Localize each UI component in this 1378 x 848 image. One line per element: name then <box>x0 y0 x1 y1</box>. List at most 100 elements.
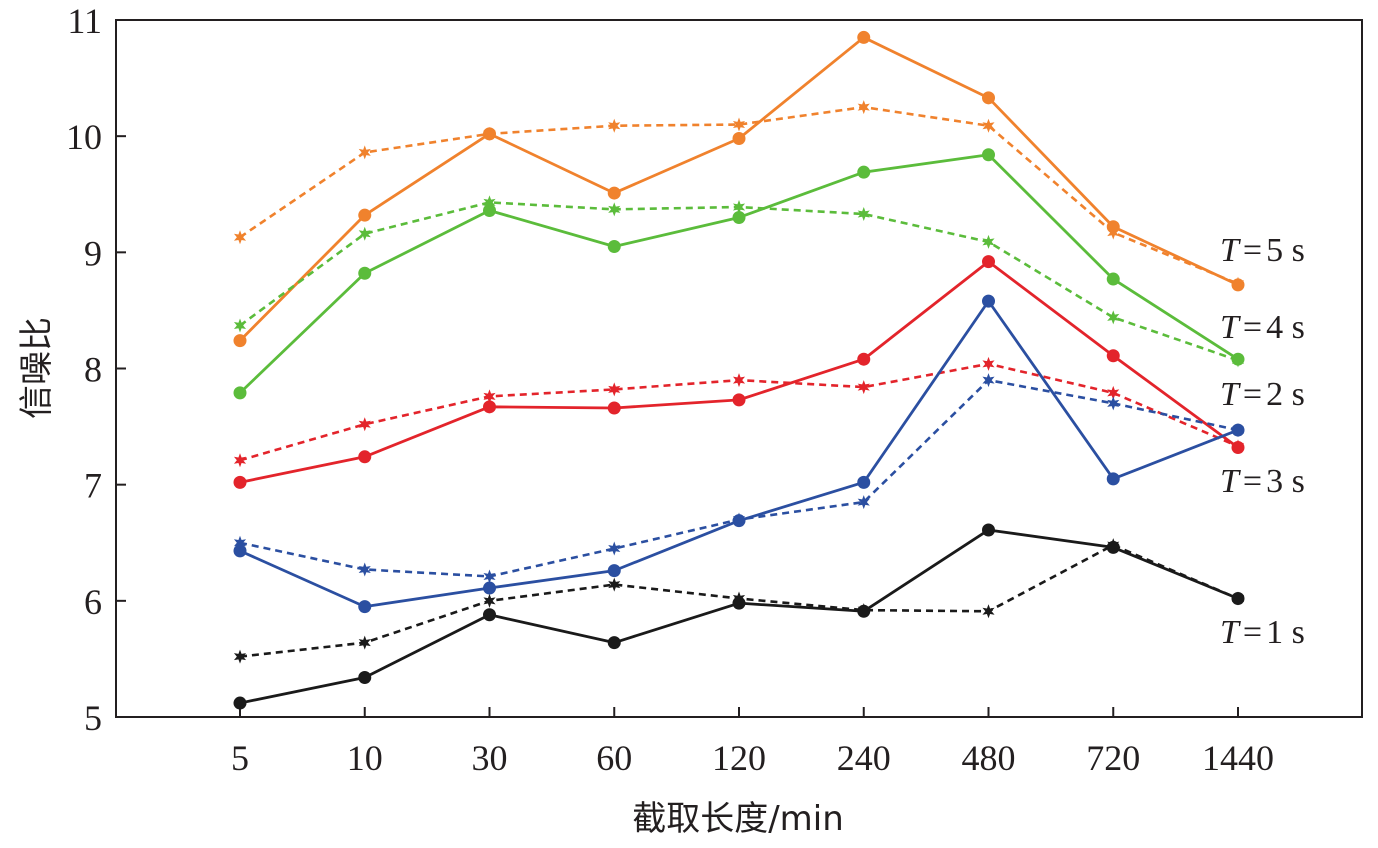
x-tick-label: 1440 <box>1202 738 1274 778</box>
series-line <box>239 528 1239 705</box>
data-point-star <box>1107 385 1120 400</box>
data-point-star <box>608 382 621 397</box>
data-point-star <box>1231 353 1245 368</box>
x-tick-label: 5 <box>231 738 249 778</box>
y-tick-label: 11 <box>67 1 102 41</box>
data-point-star <box>233 649 247 664</box>
x-tick-label: 720 <box>1086 738 1140 778</box>
data-point <box>233 696 247 710</box>
series-annotation: T = 3 s <box>1220 463 1305 500</box>
data-point-star <box>233 318 247 333</box>
data-point-star <box>608 541 621 556</box>
series-solid-4 <box>233 255 1245 489</box>
data-point <box>233 475 247 489</box>
data-point-star <box>982 118 995 133</box>
data-point-star <box>732 512 746 527</box>
data-point <box>1106 472 1120 486</box>
data-point <box>358 600 372 614</box>
data-point <box>607 564 621 578</box>
data-point-star <box>1231 423 1245 438</box>
data-point <box>857 475 871 489</box>
data-point <box>607 240 621 254</box>
data-point <box>1106 349 1120 363</box>
data-point <box>982 255 995 269</box>
y-tick-label: 5 <box>84 698 102 738</box>
data-point-star <box>857 100 870 115</box>
x-tick-label: 10 <box>347 738 383 778</box>
data-point <box>732 393 746 407</box>
x-tick-label: 240 <box>837 738 891 778</box>
data-point <box>358 208 372 222</box>
data-point <box>607 401 621 415</box>
x-tick-label: 60 <box>596 738 632 778</box>
data-point-star <box>857 495 870 510</box>
data-point-star <box>358 145 371 160</box>
data-point-star <box>483 195 496 210</box>
y-tick-label: 6 <box>84 582 102 622</box>
data-point-star <box>982 356 995 371</box>
data-point-star <box>1107 396 1120 411</box>
data-point-star <box>358 635 371 650</box>
data-point-star <box>1107 538 1120 553</box>
series-solid-6 <box>233 294 1245 614</box>
data-point-star <box>982 373 995 388</box>
series-solid-8 <box>233 523 1245 710</box>
series-annotation: T = 2 s <box>1220 376 1305 413</box>
y-tick-label: 10 <box>66 117 102 157</box>
data-point <box>233 386 247 400</box>
data-point <box>358 450 372 464</box>
series-line <box>239 260 1239 484</box>
data-point-star <box>483 569 496 584</box>
data-point-star <box>732 117 746 132</box>
series-annotation: T = 4 s <box>1220 309 1305 346</box>
series-dashed-3 <box>233 195 1245 368</box>
series-dashed-5 <box>233 356 1245 468</box>
series-line <box>239 153 1239 394</box>
data-point-star <box>1107 225 1120 240</box>
x-tick-label: 30 <box>472 738 508 778</box>
series-solid-2 <box>233 148 1245 400</box>
data-point <box>982 294 995 308</box>
data-point-star <box>857 207 870 221</box>
data-point-star <box>483 389 496 404</box>
series-annotation: T = 5 s <box>1220 232 1305 269</box>
y-tick-label: 8 <box>84 350 102 390</box>
series-line <box>239 378 1239 578</box>
series-line <box>239 299 1239 609</box>
data-point-star <box>233 535 247 550</box>
x-tick-label: 480 <box>962 738 1016 778</box>
data-point <box>607 186 621 200</box>
data-point <box>857 165 871 179</box>
data-point-star <box>608 577 621 592</box>
data-point-star <box>358 226 371 241</box>
data-point <box>358 266 372 280</box>
data-point <box>1106 272 1120 286</box>
data-point <box>358 671 372 685</box>
data-point-star <box>857 603 870 618</box>
data-point-star <box>233 453 247 468</box>
data-point <box>982 523 995 537</box>
data-point-star <box>732 591 746 606</box>
series-group <box>233 30 1245 710</box>
data-point <box>857 30 871 44</box>
series-annotation: T = 1 s <box>1220 614 1305 651</box>
x-axis-title: 截取长度/min <box>632 799 844 839</box>
data-point-star <box>732 373 746 388</box>
series-line <box>239 36 1239 342</box>
data-point <box>233 334 247 348</box>
data-point-star <box>857 380 870 395</box>
data-point-star <box>982 604 995 619</box>
x-tick-label: 120 <box>712 738 766 778</box>
data-point-star <box>1231 439 1245 454</box>
data-point <box>607 636 621 650</box>
data-point <box>483 581 496 595</box>
data-point <box>483 400 496 414</box>
series-dashed-1 <box>233 100 1245 291</box>
data-point-star <box>1231 591 1245 606</box>
data-point-star <box>982 234 995 249</box>
data-point <box>982 148 995 162</box>
data-point-star <box>483 593 496 608</box>
data-point-star <box>1231 276 1245 291</box>
